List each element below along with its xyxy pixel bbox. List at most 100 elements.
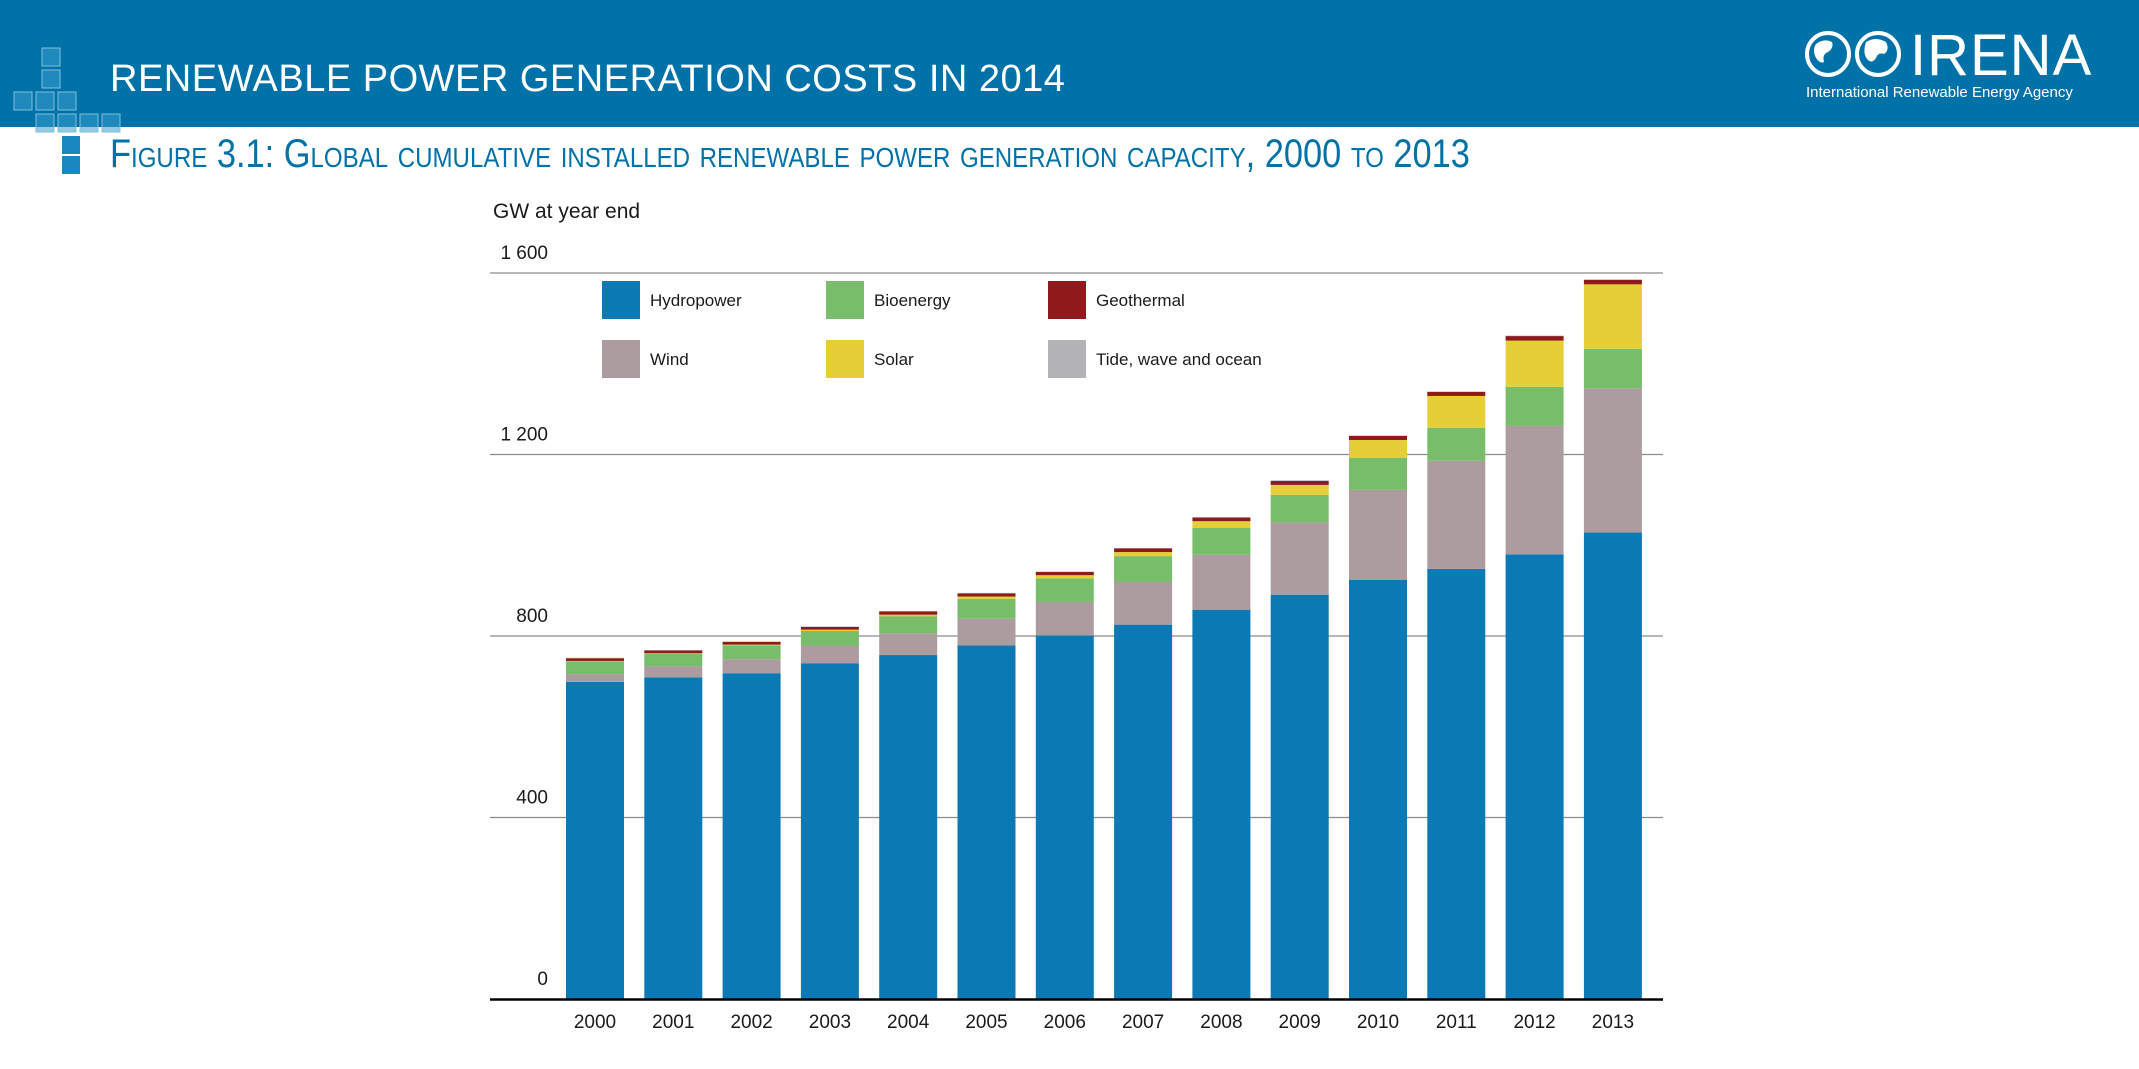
bar-segment-solar bbox=[1035, 575, 1094, 579]
bar-segment-geothermal bbox=[1505, 336, 1564, 341]
bar-segment-geothermal bbox=[957, 593, 1016, 597]
bar-segment-hydropower bbox=[722, 673, 781, 999]
x-tick-label: 2009 bbox=[1279, 1012, 1321, 1033]
bar-segment-wind bbox=[1505, 425, 1564, 555]
legend-label-tide: Tide, wave and ocean bbox=[1096, 350, 1262, 369]
bar-segment-geothermal bbox=[1114, 548, 1173, 553]
bar-segment-geothermal bbox=[644, 650, 703, 654]
bar-segment-hydropower bbox=[1192, 609, 1251, 999]
irena-logo: IRENA International Renewable Energy Age… bbox=[1800, 23, 2100, 104]
bar-segment-wind bbox=[566, 674, 624, 682]
legend-label-geothermal: Geothermal bbox=[1096, 291, 1185, 310]
bar-segment-solar bbox=[1192, 521, 1251, 529]
bar-segment-solar bbox=[1270, 484, 1329, 495]
y-tick-label: 800 bbox=[516, 606, 548, 627]
header-banner bbox=[0, 0, 2139, 127]
x-tick-label: 2001 bbox=[652, 1012, 694, 1033]
bar-segment-hydropower bbox=[879, 655, 938, 999]
bar-segment-wind bbox=[1583, 388, 1642, 533]
logo-tagline: International Renewable Energy Agency bbox=[1806, 84, 2073, 101]
x-tick-label: 2012 bbox=[1513, 1012, 1555, 1033]
legend-label-solar: Solar bbox=[874, 350, 914, 369]
bar-segment-hydropower bbox=[644, 677, 703, 999]
bar-segment-solar bbox=[1583, 284, 1642, 349]
y-tick-label: 400 bbox=[516, 788, 548, 809]
bar-segment-hydropower bbox=[1270, 594, 1329, 999]
y-tick-label: 1 200 bbox=[500, 425, 548, 446]
bar-segment-geothermal bbox=[1349, 435, 1407, 440]
legend-swatch-wind bbox=[602, 340, 640, 378]
legend-swatch-geothermal bbox=[1048, 281, 1086, 319]
legend-label-bioenergy: Bioenergy bbox=[874, 291, 951, 310]
bar-segment-bioenergy bbox=[1192, 528, 1251, 555]
bar-segment-bioenergy bbox=[566, 661, 624, 675]
bar-segment-geothermal bbox=[1583, 279, 1642, 285]
bar-segment-geothermal bbox=[1427, 391, 1486, 396]
bar-segment-hydropower bbox=[566, 681, 624, 999]
bar-segment-solar bbox=[1427, 395, 1486, 428]
bar-segment-wind bbox=[1192, 554, 1251, 610]
bar-segment-bioenergy bbox=[1349, 457, 1407, 490]
bar-segment-bioenergy bbox=[1035, 578, 1094, 602]
bar-segment-bioenergy bbox=[1270, 494, 1329, 523]
x-tick-label: 2004 bbox=[887, 1012, 930, 1033]
legend-swatch-bioenergy bbox=[826, 281, 864, 319]
y-axis-label: GW at year end bbox=[493, 200, 640, 223]
bar-segment-wind bbox=[1427, 460, 1486, 569]
x-tick-label: 2006 bbox=[1044, 1012, 1086, 1033]
bar-segment-hydropower bbox=[1505, 554, 1564, 999]
x-tick-label: 2005 bbox=[965, 1012, 1007, 1033]
x-tick-label: 2003 bbox=[809, 1012, 851, 1033]
x-tick-label: 2000 bbox=[574, 1012, 616, 1033]
legend-label-hydropower: Hydropower bbox=[650, 291, 742, 310]
bar-segment-wind bbox=[957, 618, 1016, 646]
legend-swatch-solar bbox=[826, 340, 864, 378]
bar-segment-solar bbox=[1505, 340, 1564, 387]
bar-segment-wind bbox=[800, 645, 859, 664]
legend-swatch-hydropower bbox=[602, 281, 640, 319]
x-tick-label: 2013 bbox=[1592, 1012, 1634, 1033]
bar-segment-geothermal bbox=[566, 658, 624, 661]
bar-segment-geothermal bbox=[1270, 480, 1329, 485]
bar-segment-hydropower bbox=[800, 663, 859, 999]
report-title: RENEWABLE POWER GENERATION COSTS IN 2014 bbox=[110, 58, 1066, 100]
bar-segment-geothermal bbox=[1192, 517, 1251, 522]
x-tick-label: 2010 bbox=[1357, 1012, 1399, 1033]
bar-segment-wind bbox=[644, 666, 703, 678]
bar-segment-geothermal bbox=[800, 626, 859, 630]
x-tick-label: 2008 bbox=[1200, 1012, 1242, 1033]
globe-icon bbox=[1805, 31, 1901, 77]
bar-segment-hydropower bbox=[1114, 624, 1173, 999]
bar-segment-bioenergy bbox=[1427, 427, 1486, 461]
bar-segment-solar bbox=[722, 644, 781, 646]
bar-segment-bioenergy bbox=[957, 598, 1016, 619]
bar-segment-solar bbox=[1114, 552, 1173, 557]
bar-segment-hydropower bbox=[1035, 635, 1094, 999]
y-tick-label: 1 600 bbox=[500, 243, 548, 264]
bar-segment-wind bbox=[1349, 489, 1407, 580]
bar-segment-hydropower bbox=[1583, 532, 1642, 999]
bar-segment-geothermal bbox=[722, 641, 781, 645]
bar-segment-wind bbox=[1035, 601, 1094, 636]
legend-label-wind: Wind bbox=[650, 350, 689, 369]
bar-segment-bioenergy bbox=[1505, 386, 1564, 426]
y-tick-label: 0 bbox=[537, 969, 548, 990]
bar-segment-geothermal bbox=[879, 611, 938, 615]
bar-segment-wind bbox=[1114, 582, 1173, 625]
bar-segment-solar bbox=[957, 596, 1016, 599]
bar-segment-wind bbox=[879, 633, 938, 656]
x-tick-label: 2002 bbox=[730, 1012, 772, 1033]
x-tick-label: 2007 bbox=[1122, 1012, 1164, 1033]
bar-segment-wind bbox=[722, 659, 781, 674]
bar-segment-bioenergy bbox=[879, 616, 938, 634]
bar-segment-bioenergy bbox=[800, 631, 859, 646]
bar-segment-hydropower bbox=[957, 645, 1016, 999]
bar-segment-hydropower bbox=[1427, 568, 1486, 999]
bar-segment-geothermal bbox=[1035, 572, 1094, 576]
legend-swatch-tide bbox=[1048, 340, 1086, 378]
decorative-squares-icon bbox=[13, 47, 121, 174]
bar-segment-bioenergy bbox=[644, 653, 703, 667]
logo-name: IRENA bbox=[1910, 23, 2093, 88]
